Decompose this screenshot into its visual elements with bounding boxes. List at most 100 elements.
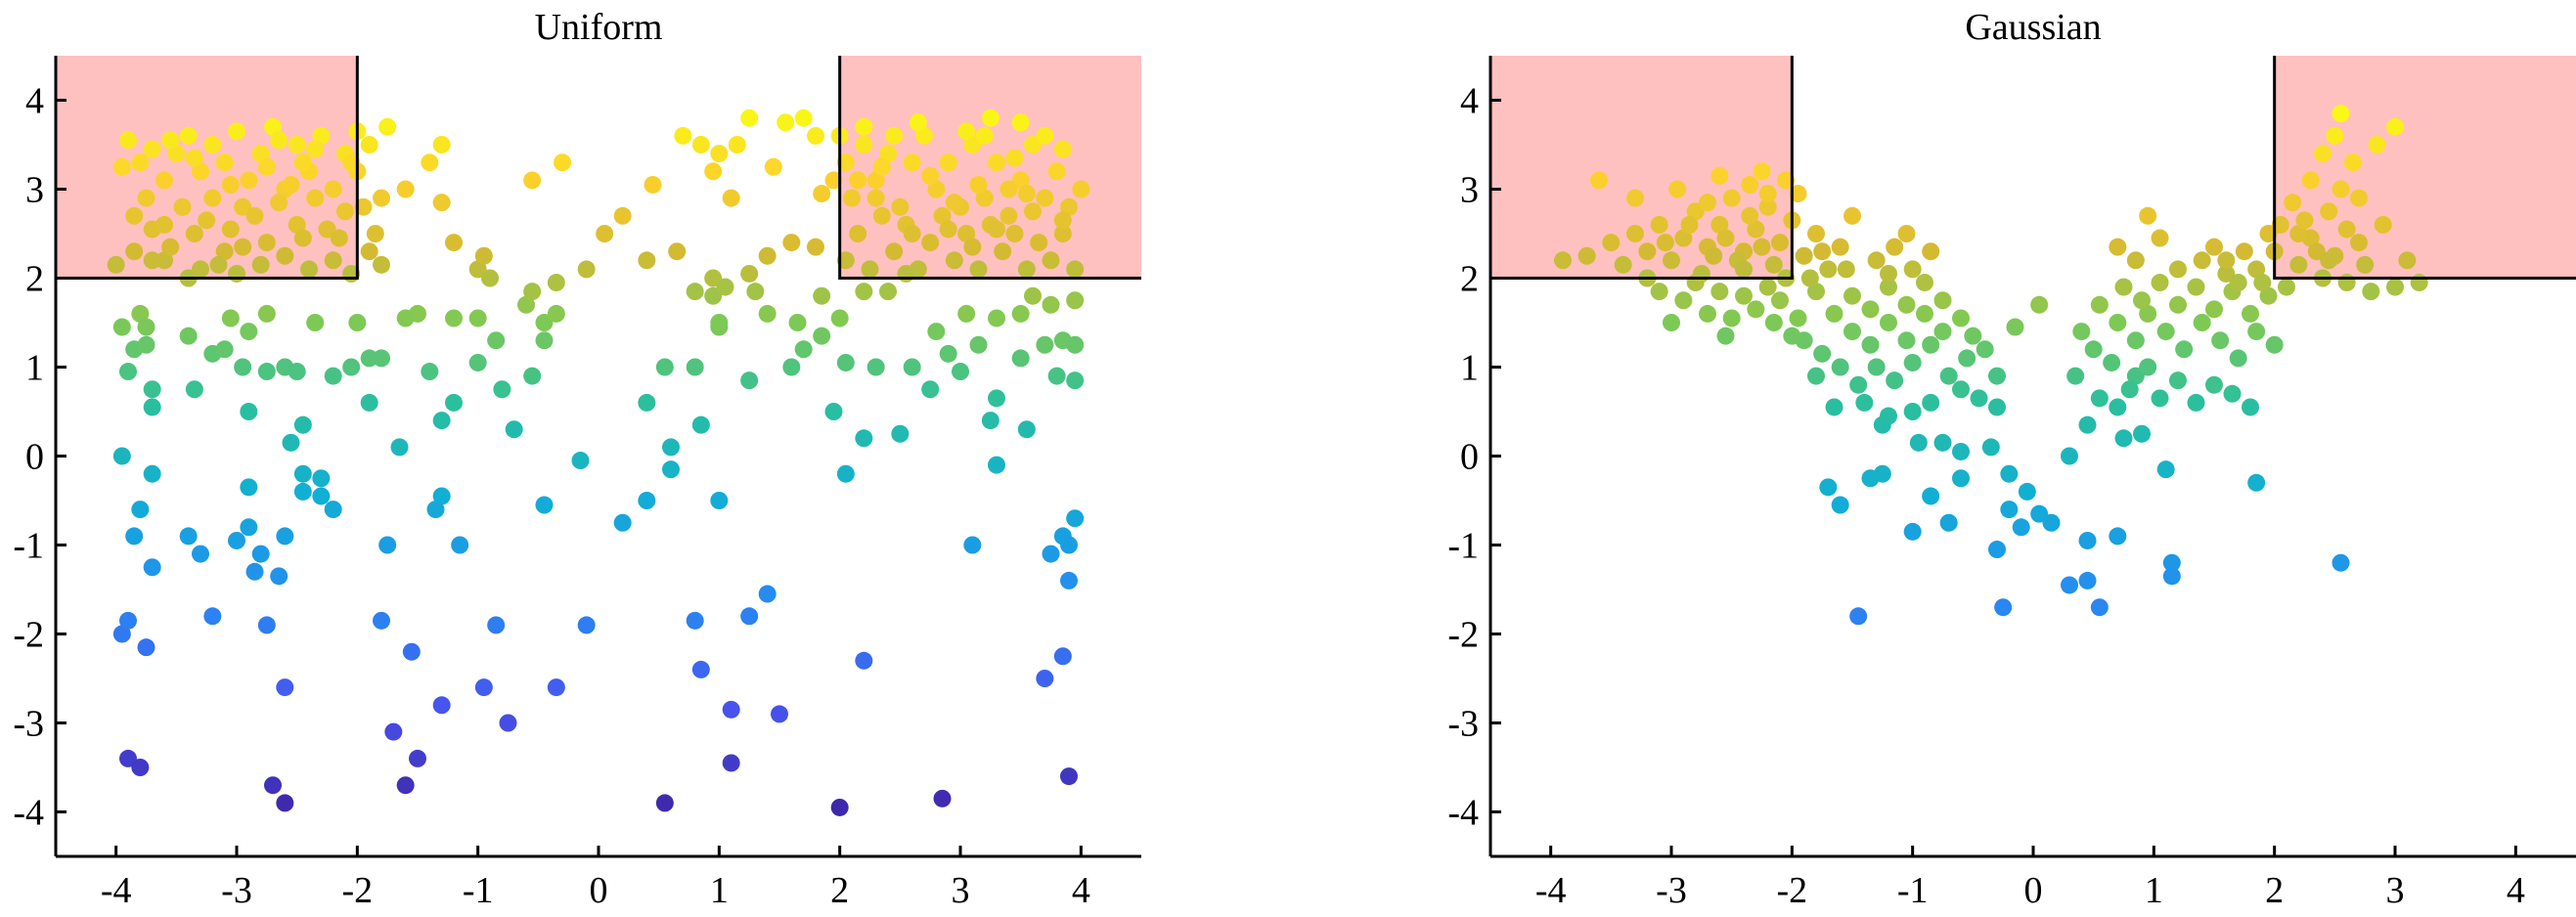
data-point (915, 126, 933, 145)
data-point (1699, 194, 1716, 212)
data-point (1970, 389, 1988, 408)
data-point (2217, 264, 2236, 283)
data-point (662, 438, 680, 457)
data-point (432, 136, 451, 153)
chart-title: Gaussian (1965, 7, 2101, 48)
data-point (1952, 469, 1970, 488)
data-point (1710, 283, 1729, 301)
data-point (234, 358, 252, 376)
data-point (2386, 117, 2404, 136)
data-point (2410, 274, 2428, 292)
y-tick-label: -3 (1447, 704, 1479, 745)
data-point (240, 171, 258, 190)
data-point (740, 607, 759, 626)
data-point (384, 722, 403, 741)
data-point (1036, 189, 1054, 207)
x-tick-label: 3 (2386, 870, 2405, 911)
data-point (1952, 309, 1970, 328)
data-point (577, 616, 596, 634)
data-point (1024, 202, 1042, 221)
data-point (1897, 331, 1916, 350)
data-point (1903, 260, 1922, 279)
data-point (710, 492, 729, 509)
data-point (1813, 242, 1832, 261)
data-point (866, 358, 885, 376)
data-point (324, 180, 342, 198)
data-point (215, 153, 234, 172)
data-point (131, 153, 150, 172)
data-point (613, 513, 632, 532)
data-point (988, 389, 1005, 408)
data-point (921, 234, 940, 252)
data-point (777, 113, 795, 132)
data-point (861, 260, 879, 279)
data-point (939, 220, 957, 239)
data-point (1976, 340, 1994, 359)
x-tick-label: -4 (1535, 870, 1567, 911)
data-point (215, 242, 234, 261)
data-point (1053, 647, 1072, 666)
data-point (686, 358, 704, 376)
data-point (2126, 331, 2145, 350)
data-point (161, 238, 180, 256)
data-point (782, 358, 801, 376)
data-point (1656, 234, 1674, 252)
data-point (1577, 246, 1596, 265)
data-point (390, 438, 409, 457)
data-point (2193, 251, 2211, 270)
data-point (203, 189, 222, 207)
data-point (1789, 185, 1807, 203)
data-point (1747, 300, 1765, 319)
data-point (1066, 291, 1085, 310)
data-point (981, 109, 999, 127)
data-point (2259, 225, 2278, 242)
data-point (1017, 260, 1036, 279)
data-point (1916, 304, 1933, 323)
data-point (1699, 304, 1716, 323)
data-point (221, 175, 240, 194)
x-tick-label: -3 (221, 870, 252, 911)
data-point (722, 189, 740, 207)
x-tick-label: -4 (101, 870, 132, 911)
data-point (813, 327, 831, 345)
data-point (2289, 255, 2308, 274)
data-point (2205, 300, 2223, 319)
data-point (1705, 246, 1723, 265)
data-point (251, 145, 270, 163)
data-point (1758, 278, 1777, 296)
data-point (221, 220, 240, 239)
data-point (2284, 194, 2302, 212)
data-point (704, 269, 723, 287)
data-point (167, 145, 186, 163)
data-point (432, 696, 451, 715)
data-point (2114, 278, 2133, 296)
data-point (2078, 415, 2097, 434)
data-point (1005, 149, 1024, 167)
data-point (1873, 464, 1891, 483)
data-point (2337, 274, 2356, 292)
data-point (855, 429, 873, 448)
data-point (2229, 274, 2247, 292)
data-point (1638, 242, 1657, 261)
data-point (2151, 274, 2169, 292)
data-point (288, 363, 306, 381)
data-point (445, 234, 463, 252)
data-point (1066, 509, 1085, 528)
data-point (474, 246, 493, 265)
data-point (270, 131, 289, 150)
data-point (2103, 353, 2121, 371)
data-point (1880, 278, 1897, 296)
data-point (909, 113, 927, 132)
data-point (192, 545, 209, 563)
data-point (771, 705, 788, 723)
data-point (2247, 260, 2266, 279)
data-point (2000, 464, 2019, 483)
data-point (293, 482, 312, 501)
data-point (360, 242, 378, 261)
x-tick-label: 2 (2265, 870, 2284, 911)
data-point (143, 398, 161, 416)
data-point (1747, 220, 1765, 239)
data-point (2326, 126, 2344, 145)
data-point (638, 492, 656, 509)
data-point (330, 229, 348, 247)
